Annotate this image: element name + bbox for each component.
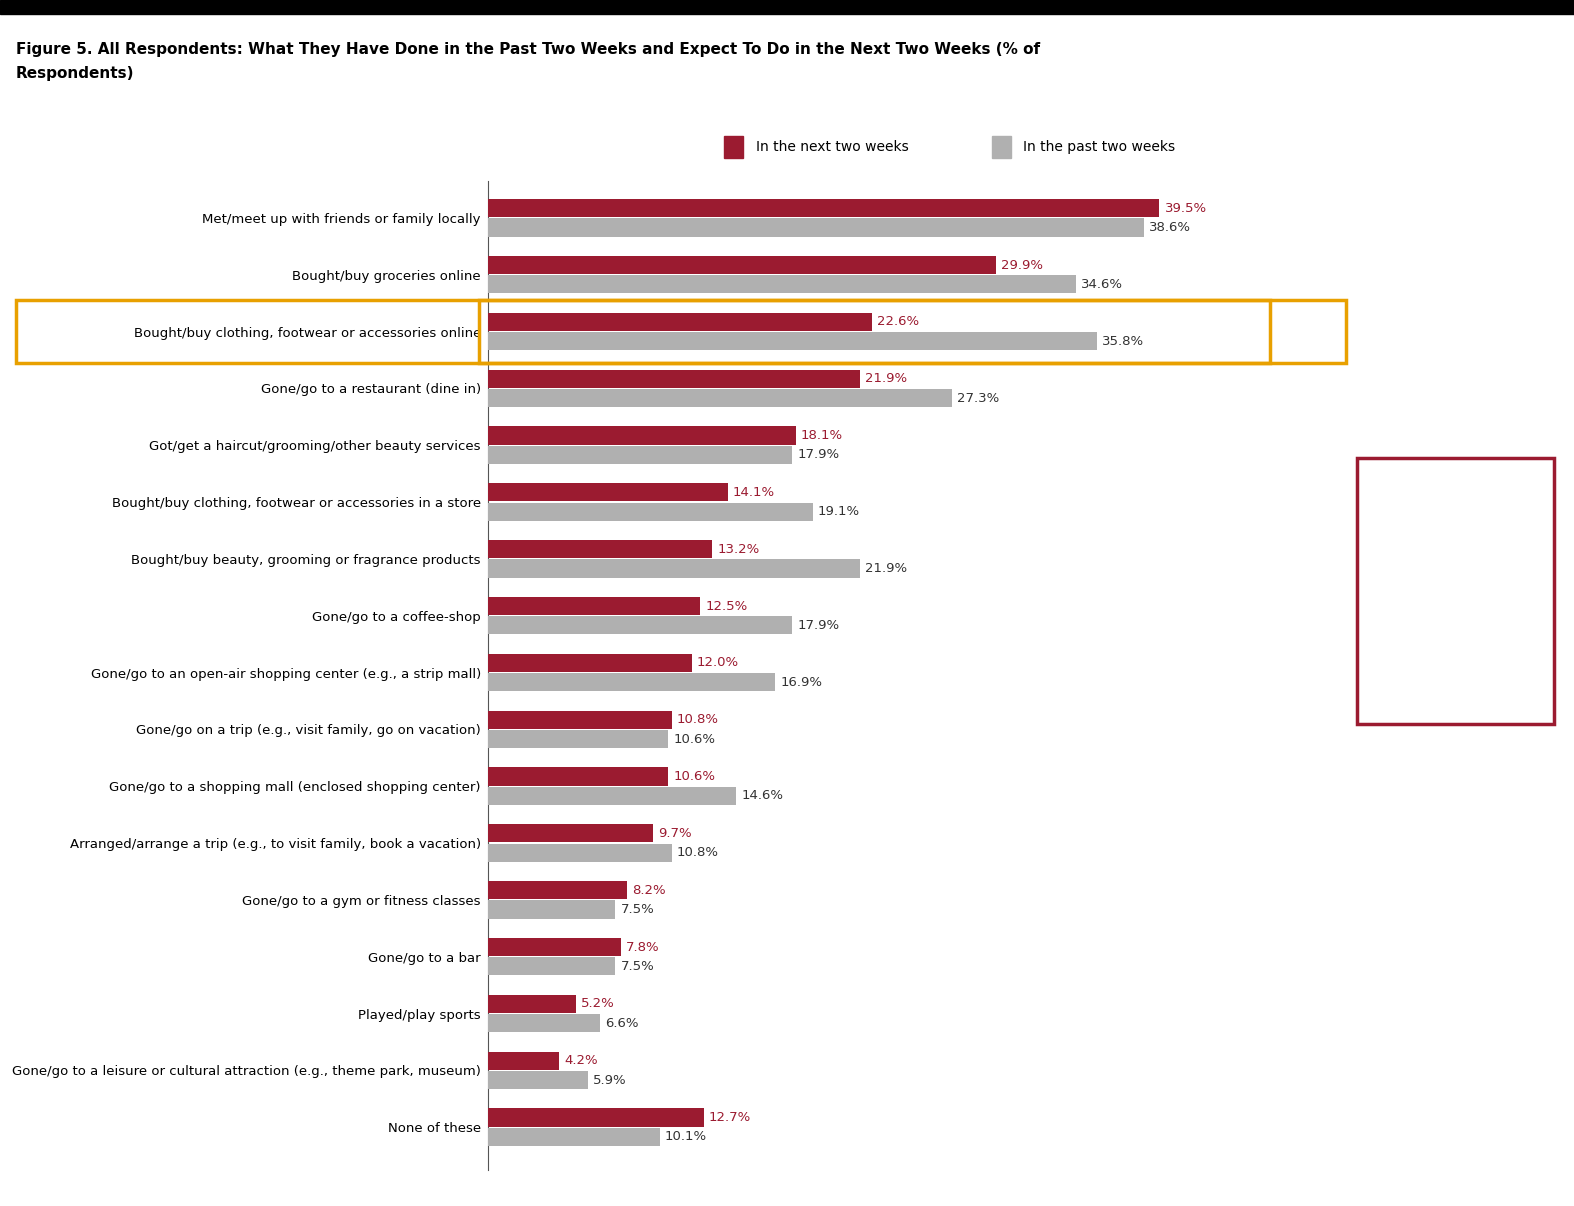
Bar [488, 1071, 589, 1089]
Bar [488, 484, 727, 502]
Text: 12.5%: 12.5% [705, 599, 748, 613]
Text: 5.9%: 5.9% [593, 1073, 626, 1087]
Text: 12.0%: 12.0% [697, 656, 740, 669]
Bar [488, 824, 653, 843]
Bar [488, 1128, 660, 1146]
Bar [488, 503, 812, 521]
Text: 7.5%: 7.5% [620, 903, 655, 917]
Text: 10.6%: 10.6% [674, 769, 715, 783]
Bar [488, 332, 1097, 350]
Bar [488, 616, 792, 634]
Text: 34.6%: 34.6% [1081, 277, 1124, 291]
Text: 10.8%: 10.8% [677, 713, 719, 726]
Bar [488, 597, 700, 615]
Text: Respondents): Respondents) [16, 66, 134, 81]
Text: 29.9%: 29.9% [1001, 258, 1044, 271]
Text: Online apparel shopping
was the second-most-
expected spending
activity for the : Online apparel shopping was the second-m… [1360, 551, 1550, 631]
Bar [488, 1014, 600, 1032]
Bar [488, 654, 693, 672]
Bar [488, 312, 872, 330]
Bar [488, 958, 615, 976]
Text: 39.5%: 39.5% [1165, 201, 1207, 215]
Text: 19.1%: 19.1% [818, 505, 859, 519]
Text: 21.9%: 21.9% [866, 562, 908, 575]
Bar [488, 218, 1144, 236]
Text: 22.6%: 22.6% [877, 315, 919, 328]
Bar [488, 673, 776, 691]
Bar [488, 446, 792, 464]
Bar [488, 256, 996, 274]
Text: 6.6%: 6.6% [606, 1017, 639, 1030]
Text: 14.6%: 14.6% [741, 790, 784, 802]
Text: 13.2%: 13.2% [718, 543, 760, 556]
Bar [488, 882, 628, 900]
Bar [488, 843, 672, 862]
Text: In the past two weeks: In the past two weeks [1023, 140, 1176, 154]
Bar [488, 767, 667, 785]
Text: 7.5%: 7.5% [620, 960, 655, 973]
Text: Figure 5. All Respondents: What They Have Done in the Past Two Weeks and Expect : Figure 5. All Respondents: What They Hav… [16, 42, 1040, 57]
Text: In the next two weeks: In the next two weeks [756, 140, 908, 154]
Text: 12.7%: 12.7% [708, 1111, 751, 1124]
Text: 10.6%: 10.6% [674, 732, 715, 745]
Bar [488, 1108, 704, 1126]
Text: 16.9%: 16.9% [781, 675, 822, 689]
Bar [488, 388, 952, 408]
Bar [488, 938, 620, 956]
Bar [488, 995, 576, 1013]
Bar [488, 427, 795, 445]
Bar [488, 710, 672, 728]
Bar [488, 786, 737, 804]
Text: 14.1%: 14.1% [733, 486, 774, 499]
Text: 8.2%: 8.2% [633, 884, 666, 897]
Text: 18.1%: 18.1% [801, 429, 842, 443]
Bar [488, 730, 667, 748]
Text: 7.8%: 7.8% [625, 941, 660, 954]
Text: 21.9%: 21.9% [866, 373, 908, 385]
Text: 5.2%: 5.2% [581, 997, 615, 1011]
Text: 4.2%: 4.2% [565, 1054, 598, 1067]
Text: 17.9%: 17.9% [798, 449, 839, 462]
Text: 10.8%: 10.8% [677, 847, 719, 859]
Text: 38.6%: 38.6% [1149, 221, 1192, 234]
Bar [488, 1052, 559, 1070]
Bar [488, 540, 713, 558]
Bar [488, 199, 1160, 217]
Bar [488, 560, 861, 578]
Bar [488, 369, 861, 388]
Text: 10.1%: 10.1% [664, 1130, 707, 1143]
Text: 17.9%: 17.9% [798, 619, 839, 632]
Text: 9.7%: 9.7% [658, 827, 691, 839]
Bar [488, 901, 615, 919]
Text: 27.3%: 27.3% [957, 392, 999, 404]
Bar [488, 275, 1077, 293]
Text: 35.8%: 35.8% [1102, 335, 1144, 347]
